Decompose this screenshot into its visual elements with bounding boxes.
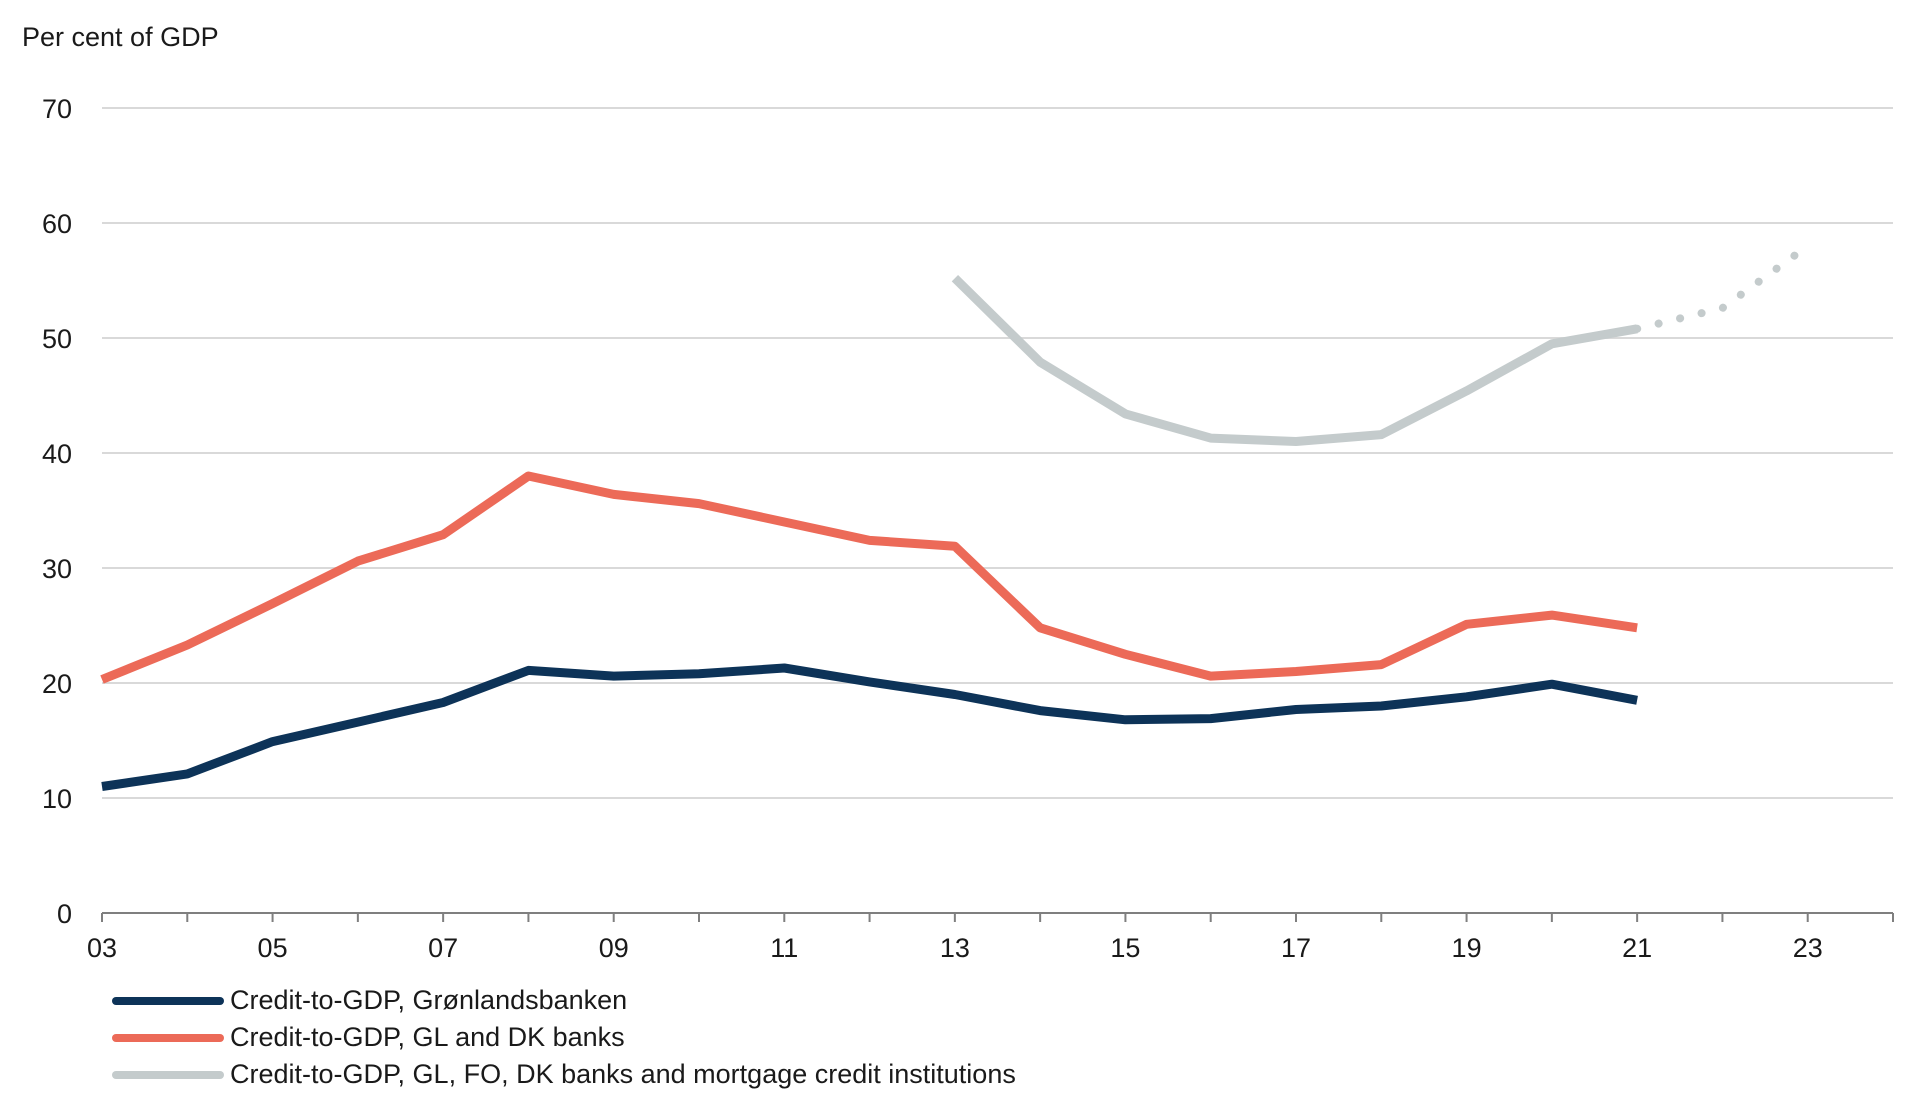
legend-item-gronlandsbanken: Credit-to-GDP, Grønlandsbanken	[112, 982, 1016, 1019]
x-tick-label: 13	[940, 933, 970, 963]
legend-swatch	[112, 1033, 224, 1042]
x-tick-label: 17	[1281, 933, 1311, 963]
unit-label: Per cent of GDP	[22, 22, 219, 52]
series-layer	[100, 242, 1812, 791]
legend-item-gl-dk-banks: Credit-to-GDP, GL and DK banks	[112, 1019, 1016, 1056]
x-tick-label: 23	[1793, 933, 1823, 963]
series-projection-dotted	[1633, 242, 1812, 333]
x-tick-label: 21	[1622, 933, 1652, 963]
x-tick-label: 05	[258, 933, 288, 963]
legend-swatch	[112, 1070, 224, 1079]
grid-lines	[102, 107, 1893, 799]
legend-label: Credit-to-GDP, GL, FO, DK banks and mort…	[230, 1059, 1016, 1089]
x-tick-label: 19	[1452, 933, 1482, 963]
y-tick-label: 40	[42, 439, 72, 469]
legend: Credit-to-GDP, Grønlandsbanken Credit-to…	[112, 982, 1016, 1093]
y-tick-label: 10	[42, 784, 72, 814]
y-tick-label: 0	[57, 899, 72, 929]
x-tick-label: 15	[1110, 933, 1140, 963]
x-tick-label: 09	[599, 933, 629, 963]
series-line-credit-to-gdp-gr-nlandsbanken	[101, 663, 1638, 791]
y-tick-label: 70	[42, 94, 72, 124]
legend-label: Credit-to-GDP, GL and DK banks	[230, 1022, 625, 1052]
legend-label: Credit-to-GDP, Grønlandsbanken	[230, 985, 628, 1015]
x-tick-label: 03	[87, 933, 117, 963]
y-tick-label: 50	[42, 324, 72, 354]
axes: 0 10 20 30 40 50 60 70 03 05 07 09 11 13 15 17 19 21 23	[42, 94, 1894, 963]
series-line-credit-to-gdp-gl-fo-dk-banks-and-mortgage-credit-institutions	[951, 274, 1638, 446]
y-tick-label: 20	[42, 669, 72, 699]
y-tick-label: 30	[42, 554, 72, 584]
x-tick-label: 07	[428, 933, 458, 963]
series-line-credit-to-gdp-gl-and-dk-banks	[100, 471, 1638, 684]
y-tick-label: 60	[42, 209, 72, 239]
x-tick-label: 11	[770, 933, 798, 963]
legend-item-gl-fo-dk-mortgage: Credit-to-GDP, GL, FO, DK banks and mort…	[112, 1056, 1016, 1093]
legend-swatch	[112, 996, 224, 1005]
